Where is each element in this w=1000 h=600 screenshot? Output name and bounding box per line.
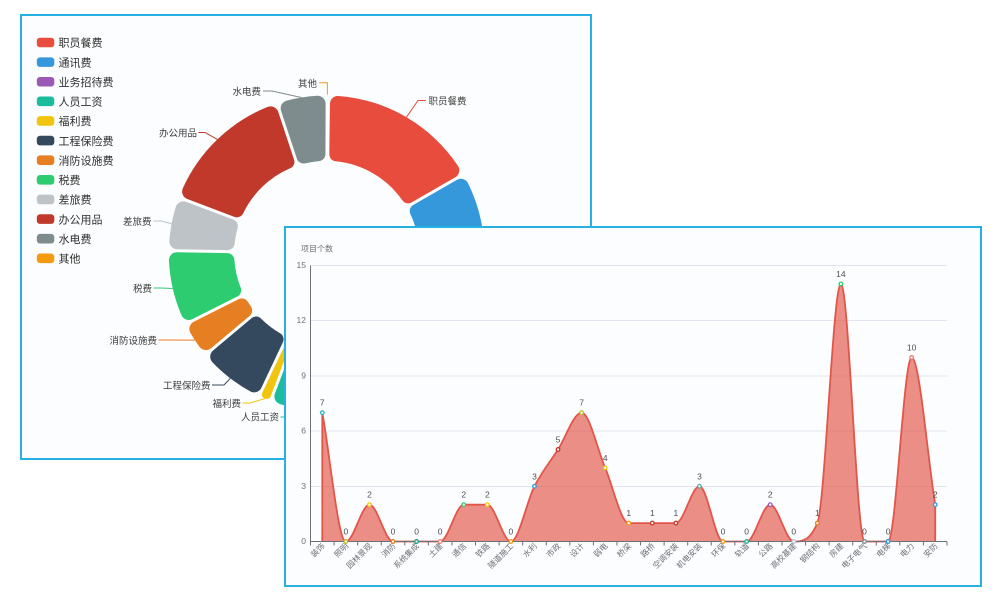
svg-text:0: 0	[721, 527, 726, 537]
svg-text:隧道施工: 隧道施工	[486, 541, 516, 571]
svg-text:其他: 其他	[298, 78, 318, 90]
svg-text:7: 7	[320, 398, 325, 408]
svg-text:2: 2	[485, 490, 490, 500]
svg-text:土建: 土建	[426, 541, 444, 559]
svg-text:办公用品: 办公用品	[159, 128, 197, 140]
svg-text:14: 14	[836, 269, 846, 279]
svg-text:桥梁: 桥梁	[615, 541, 633, 559]
svg-text:水利: 水利	[520, 541, 538, 559]
svg-text:消防: 消防	[379, 541, 397, 559]
svg-text:电梯: 电梯	[874, 541, 892, 559]
svg-text:9: 9	[301, 370, 306, 380]
svg-text:安防: 安防	[921, 541, 939, 559]
svg-text:钢结构: 钢结构	[798, 541, 822, 565]
svg-text:铁路: 铁路	[473, 541, 491, 559]
svg-text:照明: 照明	[333, 542, 351, 560]
svg-text:弱电: 弱电	[591, 541, 609, 559]
svg-text:人员工资: 人员工资	[59, 96, 103, 109]
svg-text:通信: 通信	[450, 541, 468, 559]
svg-text:房建: 房建	[827, 541, 845, 559]
svg-text:工程保险费: 工程保险费	[59, 134, 114, 148]
svg-text:水电费: 水电费	[232, 86, 261, 98]
svg-text:3: 3	[532, 471, 537, 481]
svg-text:水电费: 水电费	[59, 233, 92, 246]
svg-text:职员餐费: 职员餐费	[429, 96, 467, 108]
svg-text:0: 0	[414, 527, 419, 537]
svg-text:1: 1	[674, 508, 679, 518]
svg-text:园林景观: 园林景观	[344, 541, 374, 571]
svg-text:差旅费: 差旅费	[59, 193, 92, 207]
svg-text:0: 0	[509, 527, 514, 537]
svg-text:机电安装: 机电安装	[674, 541, 704, 571]
svg-text:消防设施费: 消防设施费	[109, 335, 157, 347]
svg-text:4: 4	[603, 453, 608, 463]
svg-text:1: 1	[626, 508, 631, 518]
svg-text:1: 1	[815, 508, 820, 518]
svg-text:电力: 电力	[898, 541, 916, 559]
svg-text:系统集成: 系统集成	[391, 541, 421, 571]
svg-text:税费: 税费	[133, 283, 152, 295]
svg-text:职员餐费: 职员餐费	[59, 36, 103, 50]
svg-text:其他: 其他	[59, 253, 81, 266]
svg-text:2: 2	[461, 490, 466, 500]
svg-text:2: 2	[933, 490, 938, 500]
svg-text:7: 7	[579, 398, 584, 408]
svg-text:福利费: 福利费	[212, 398, 241, 410]
svg-text:2: 2	[367, 490, 372, 500]
svg-text:市政: 市政	[544, 541, 562, 559]
svg-text:0: 0	[438, 527, 443, 537]
svg-text:高校基建: 高校基建	[768, 541, 798, 571]
svg-text:电子电气: 电子电气	[839, 541, 869, 571]
svg-text:5: 5	[556, 435, 561, 445]
svg-text:1: 1	[650, 508, 655, 518]
svg-text:12: 12	[297, 315, 307, 325]
svg-text:0: 0	[886, 527, 891, 537]
svg-text:0: 0	[343, 527, 348, 537]
svg-text:0: 0	[744, 527, 749, 537]
svg-text:环保: 环保	[709, 541, 727, 559]
svg-text:0: 0	[862, 527, 867, 537]
svg-text:路桥: 路桥	[638, 541, 656, 559]
svg-text:0: 0	[791, 527, 796, 537]
svg-text:工程保险费: 工程保险费	[163, 380, 211, 392]
svg-text:3: 3	[697, 471, 702, 481]
svg-text:办公用品: 办公用品	[59, 213, 103, 226]
svg-text:0: 0	[301, 536, 306, 546]
svg-text:10: 10	[907, 343, 917, 353]
svg-text:差旅费: 差旅费	[123, 216, 152, 228]
svg-text:福利费: 福利费	[59, 114, 92, 128]
svg-text:2: 2	[768, 490, 773, 500]
svg-text:通讯费: 通讯费	[59, 56, 92, 69]
svg-text:15: 15	[297, 260, 307, 270]
svg-text:设计: 设计	[568, 541, 586, 559]
svg-text:税费: 税费	[59, 173, 81, 187]
svg-text:项目个数: 项目个数	[301, 244, 333, 254]
svg-text:装饰: 装饰	[308, 541, 326, 559]
svg-text:业务招待费: 业务招待费	[59, 75, 114, 89]
svg-text:人员工资: 人员工资	[241, 413, 280, 424]
svg-text:3: 3	[301, 481, 306, 491]
svg-text:轨道: 轨道	[733, 541, 751, 559]
svg-text:0: 0	[391, 527, 396, 537]
svg-text:公路: 公路	[756, 541, 774, 559]
svg-text:6: 6	[301, 426, 306, 436]
svg-text:消防设施费: 消防设施费	[59, 153, 114, 167]
